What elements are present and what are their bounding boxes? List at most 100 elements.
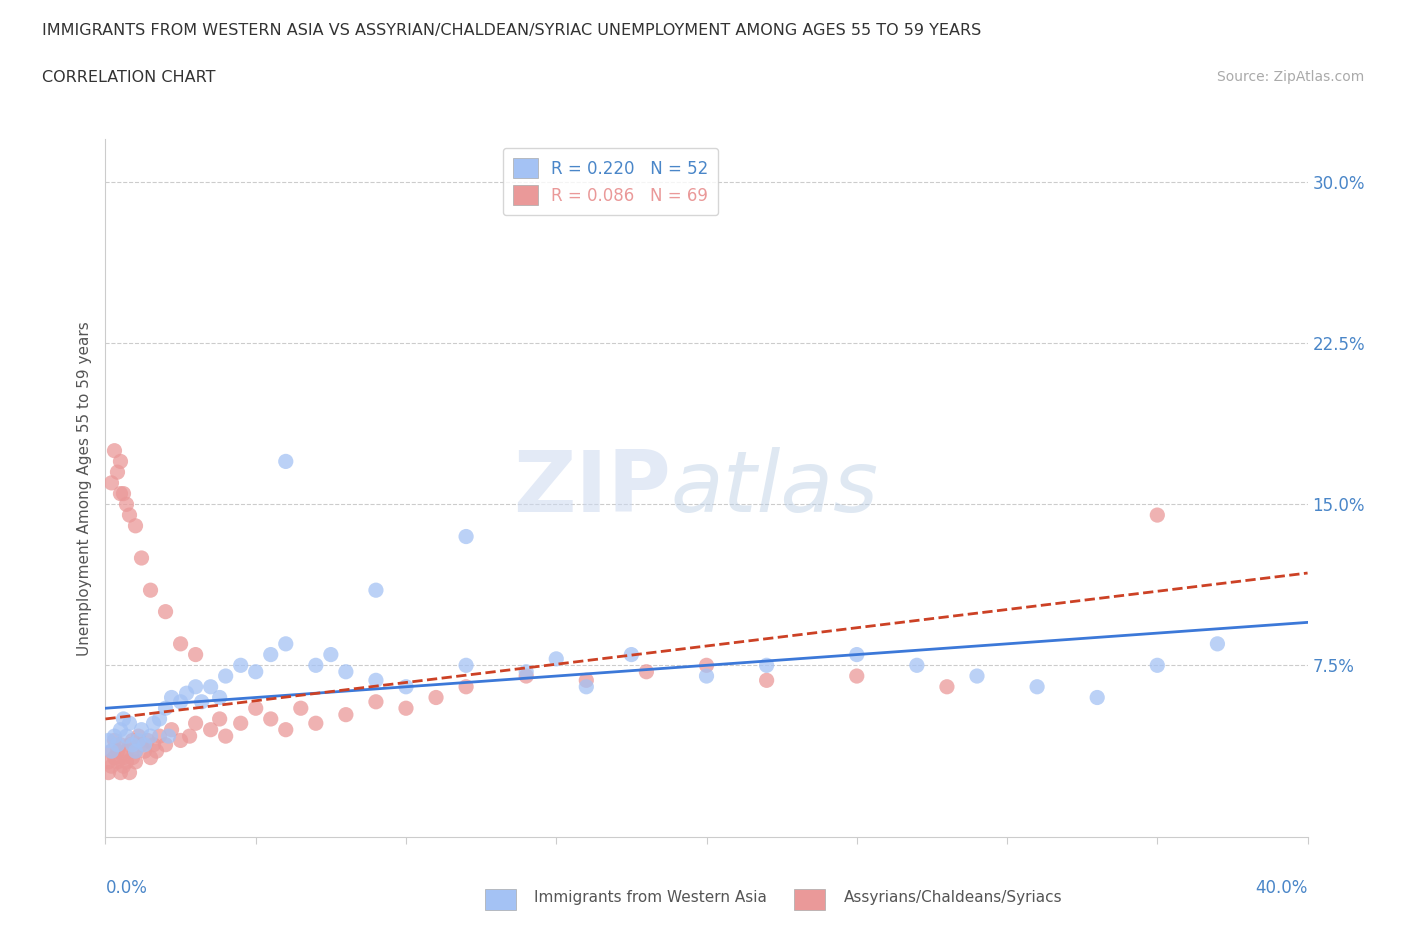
Point <box>128 729 150 744</box>
Point <box>148 711 170 726</box>
Point <box>131 737 153 752</box>
Point <box>179 729 201 744</box>
Point <box>118 716 141 731</box>
Point <box>305 658 328 672</box>
Point <box>115 754 138 769</box>
Point <box>139 729 162 744</box>
Point <box>696 658 718 672</box>
Point <box>103 729 125 744</box>
Point <box>131 723 153 737</box>
Point <box>454 529 477 544</box>
Point <box>395 679 418 694</box>
Point <box>134 737 156 752</box>
Point <box>103 444 125 458</box>
Point <box>696 669 718 684</box>
Point <box>214 729 236 744</box>
Point <box>148 729 170 744</box>
Point <box>134 744 156 759</box>
Point <box>124 754 146 769</box>
Point <box>160 723 183 737</box>
Text: 0.0%: 0.0% <box>105 879 148 897</box>
Text: atlas: atlas <box>671 446 879 530</box>
Text: ZIP: ZIP <box>513 446 671 530</box>
Text: Assyrians/Chaldeans/Syriacs: Assyrians/Chaldeans/Syriacs <box>844 890 1062 905</box>
Point <box>546 651 568 666</box>
Point <box>100 744 122 759</box>
Point <box>110 486 132 501</box>
Point <box>200 723 222 737</box>
Point <box>208 711 231 726</box>
Point <box>169 636 191 651</box>
Point <box>124 744 146 759</box>
Text: Immigrants from Western Asia: Immigrants from Western Asia <box>534 890 768 905</box>
Point <box>110 454 132 469</box>
Point <box>208 690 231 705</box>
Point <box>1026 679 1049 694</box>
Point <box>107 465 129 480</box>
Point <box>110 723 132 737</box>
Point <box>139 751 162 765</box>
Point <box>515 669 537 684</box>
Point <box>155 604 177 619</box>
Text: CORRELATION CHART: CORRELATION CHART <box>42 70 215 85</box>
Point <box>936 679 959 694</box>
Point <box>260 647 283 662</box>
Point <box>364 695 387 710</box>
Point <box>176 685 198 700</box>
Point <box>190 695 212 710</box>
Point <box>620 647 643 662</box>
Point <box>97 733 120 748</box>
Point <box>305 716 328 731</box>
Point <box>112 711 135 726</box>
Point <box>905 658 928 672</box>
Point <box>155 737 177 752</box>
Point <box>245 701 267 716</box>
Point <box>107 737 129 752</box>
Point <box>115 497 138 512</box>
Point <box>118 765 141 780</box>
Point <box>142 716 165 731</box>
Point <box>115 744 138 759</box>
Point <box>515 664 537 679</box>
Legend: R = 0.220   N = 52, R = 0.086   N = 69: R = 0.220 N = 52, R = 0.086 N = 69 <box>502 148 718 215</box>
Point <box>155 701 177 716</box>
Point <box>128 733 150 748</box>
Point <box>755 673 778 688</box>
Point <box>121 737 143 752</box>
Point <box>139 583 162 598</box>
Point <box>755 658 778 672</box>
Point <box>454 658 477 672</box>
Point <box>107 744 129 759</box>
Point <box>274 636 297 651</box>
Point <box>229 716 252 731</box>
Point <box>100 475 122 490</box>
Point <box>1146 508 1168 523</box>
Point <box>112 486 135 501</box>
Point <box>157 729 180 744</box>
Point <box>1146 658 1168 672</box>
Point <box>110 737 132 752</box>
Point <box>103 751 125 765</box>
Point <box>124 744 146 759</box>
Point <box>115 729 138 744</box>
Point <box>169 733 191 748</box>
Point <box>966 669 988 684</box>
Point <box>245 664 267 679</box>
Point <box>575 673 598 688</box>
Point <box>364 583 387 598</box>
Point <box>97 754 120 769</box>
Point <box>200 679 222 694</box>
Point <box>121 751 143 765</box>
Point <box>118 508 141 523</box>
Point <box>454 679 477 694</box>
Point <box>184 679 207 694</box>
Point <box>636 664 658 679</box>
Point <box>364 673 387 688</box>
Point <box>112 759 135 774</box>
Point <box>274 723 297 737</box>
Point <box>184 647 207 662</box>
Point <box>395 701 418 716</box>
Point <box>142 737 165 752</box>
Point <box>845 669 868 684</box>
Point <box>121 733 143 748</box>
